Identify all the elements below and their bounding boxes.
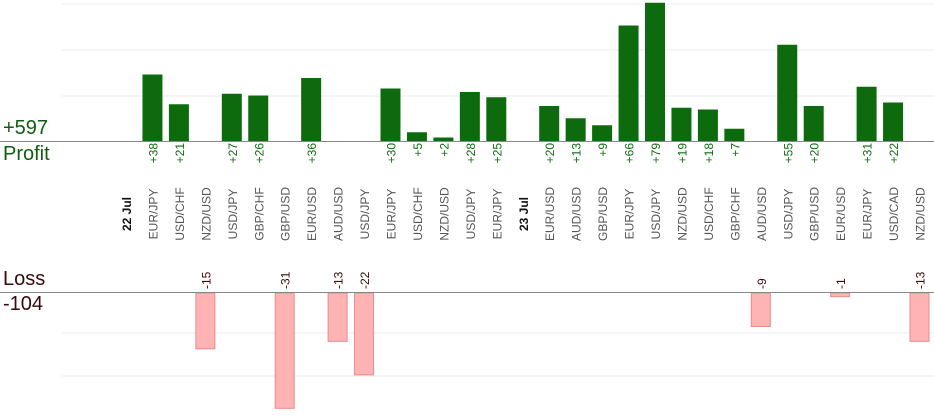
pair-label: NZD/USD — [437, 187, 451, 241]
loss-value-label: -22 — [358, 271, 372, 289]
pair-label: USD/CAD — [887, 187, 901, 241]
pair-label: USD/JPY — [781, 189, 795, 240]
profit-bar — [592, 125, 613, 141]
profit-bar — [565, 118, 586, 141]
profit-bar — [459, 92, 480, 141]
profit-bar — [671, 107, 692, 141]
loss-value-label: -1 — [834, 278, 848, 289]
loss-bar — [909, 292, 930, 342]
profit-value-label: +66 — [623, 143, 637, 164]
profit-bar — [856, 86, 877, 141]
profit-total: +597 — [3, 117, 49, 139]
profit-value-label: +55 — [781, 143, 795, 164]
pair-label: USD/JPY — [649, 189, 663, 240]
pair-label: USD/JPY — [358, 189, 372, 240]
profit-bar — [168, 104, 189, 141]
profit-bar — [618, 25, 639, 141]
profit-label: Profit — [3, 143, 50, 165]
profit-bar — [380, 88, 401, 141]
loss-bar — [830, 292, 851, 298]
pair-label: NZD/USD — [199, 187, 213, 241]
profit-bar — [301, 78, 322, 141]
profit-bar — [724, 128, 745, 141]
pair-label: EUR/JPY — [490, 189, 504, 240]
profit-value-label: +22 — [887, 143, 901, 164]
profit-bar — [803, 106, 824, 141]
profit-value-label: +79 — [649, 143, 663, 164]
loss-bar — [750, 292, 771, 327]
pair-label: EUR/JPY — [623, 189, 637, 240]
profit-value-label: +20 — [543, 143, 557, 164]
pair-label: USD/CHF — [702, 187, 716, 240]
pair-label: EUR/JPY — [146, 189, 160, 240]
pair-label: AUD/USD — [332, 187, 346, 241]
pair-label: USD/CHF — [173, 187, 187, 240]
loss-value-label: -15 — [199, 271, 213, 289]
pair-label: GBP/USD — [596, 187, 610, 241]
date-label: 22 Jul — [120, 197, 134, 231]
profit-bar — [539, 106, 560, 141]
pair-label: AUD/USD — [755, 187, 769, 241]
loss-value-label: -13 — [332, 271, 346, 289]
profit-bar — [883, 102, 904, 141]
profit-value-label: +30 — [385, 143, 399, 164]
pair-label: GBP/CHF — [728, 187, 742, 240]
loss-value-label: -13 — [914, 271, 928, 289]
loss-bar — [274, 292, 295, 409]
pair-label: GBP/CHF — [252, 187, 266, 240]
loss-value-label: -9 — [755, 278, 769, 289]
pair-label: EUR/USD — [834, 187, 848, 241]
profit-bar — [248, 95, 269, 141]
loss-bar — [195, 292, 216, 350]
profit-value-label: +19 — [675, 143, 689, 164]
profit-value-label: +7 — [728, 143, 742, 157]
profit-value-label: +21 — [173, 143, 187, 164]
pair-label: GBP/USD — [279, 187, 293, 241]
pair-label: NZD/USD — [675, 187, 689, 241]
pair-label: EUR/JPY — [861, 189, 875, 240]
loss-bar — [327, 292, 348, 342]
pair-label: EUR/JPY — [385, 189, 399, 240]
profit-bar — [433, 137, 454, 141]
profit-bar — [777, 44, 798, 141]
loss-value-label: -31 — [279, 271, 293, 289]
profit-value-label: +38 — [146, 143, 160, 164]
pair-label: AUD/USD — [570, 187, 584, 241]
profit-value-label: +36 — [305, 143, 319, 164]
profit-value-label: +5 — [411, 143, 425, 157]
pair-label: NZD/USD — [914, 187, 928, 241]
profit-value-label: +26 — [252, 143, 266, 164]
profit-bar — [645, 2, 665, 141]
pair-label: GBP/USD — [808, 187, 822, 241]
pair-label: USD/CHF — [411, 187, 425, 240]
loss-label: Loss — [3, 268, 46, 290]
profit-value-label: +25 — [490, 143, 504, 164]
profit-value-label: +18 — [702, 143, 716, 164]
profit-value-label: +31 — [861, 143, 875, 164]
profit-value-label: +27 — [226, 143, 240, 164]
profit-value-label: +2 — [437, 143, 451, 157]
loss-bar — [354, 292, 375, 376]
profit-value-label: +20 — [808, 143, 822, 164]
pair-label: EUR/USD — [305, 187, 319, 241]
date-label: 23 Jul — [517, 197, 531, 231]
pair-label: EUR/USD — [543, 187, 557, 241]
loss-total: -104 — [3, 293, 44, 315]
profit-bar — [221, 93, 242, 141]
profit-value-label: +9 — [596, 143, 610, 157]
profit-bar — [486, 97, 507, 141]
profit-bar — [697, 109, 718, 141]
pair-label: USD/JPY — [464, 189, 478, 240]
pair-label: USD/JPY — [226, 189, 240, 240]
profit-bar — [142, 74, 163, 141]
profit-bar — [406, 132, 427, 141]
profit-value-label: +13 — [570, 143, 584, 164]
profit-value-label: +28 — [464, 143, 478, 164]
